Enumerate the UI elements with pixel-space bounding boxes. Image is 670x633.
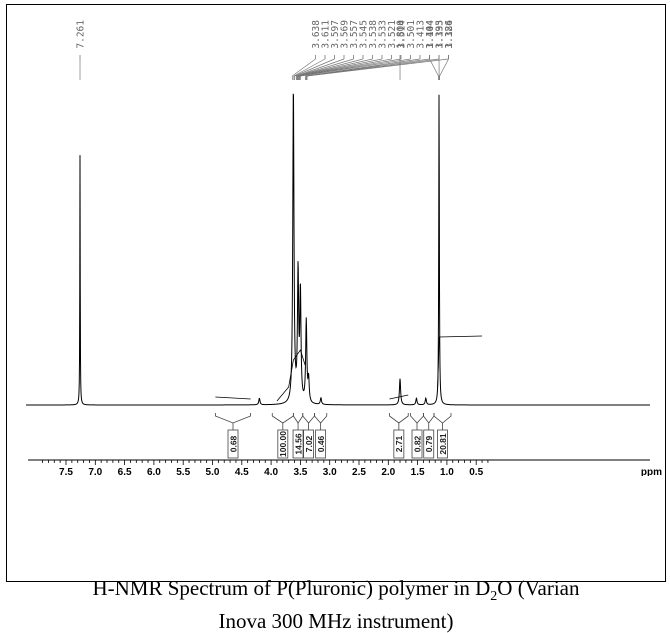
integral-value: 2.71: [394, 435, 404, 452]
integral-value: 7.02: [304, 435, 314, 452]
x-tick-label: 5.5: [176, 467, 190, 476]
integral-value: 0.68: [228, 435, 238, 452]
peak-label: 1.800: [396, 20, 407, 49]
integral-bracket: [293, 413, 302, 423]
peak-label-connector: [440, 59, 449, 76]
x-tick-label: 0.5: [469, 467, 483, 476]
integral-value: 100.00: [278, 431, 288, 457]
x-tick-label: 5.0: [206, 467, 220, 476]
integral-bracket: [423, 413, 434, 423]
caption-line-2: Inova 300 MHz instrument): [6, 609, 666, 633]
caption-line-1-text: H-NMR Spectrum of P(Pluronic) polymer in…: [92, 576, 490, 600]
peak-label-connectors: [80, 55, 449, 80]
integral-value: 20.81: [438, 433, 448, 455]
x-tick-label: 6.0: [147, 467, 161, 476]
x-tick-label: 7.5: [59, 467, 73, 476]
x-tick-label: 2.5: [352, 467, 366, 476]
peak-label-connector: [300, 59, 410, 76]
integral-bracket: [314, 413, 326, 423]
caption-subscript: 2: [490, 589, 497, 604]
integral-bracket: [411, 413, 424, 423]
spectrum-trace: [26, 94, 650, 405]
integral-bracket: [272, 413, 293, 423]
x-tick-label: 3.0: [323, 467, 337, 476]
x-tick-label: 7.0: [88, 467, 102, 476]
caption-line-1: H-NMR Spectrum of P(Pluronic) polymer in…: [6, 576, 666, 609]
integral-value: 0.79: [424, 435, 434, 452]
peak-label: 1.124: [444, 20, 455, 49]
integral-bracket: [434, 413, 451, 423]
integral-value: 0.82: [412, 435, 422, 452]
x-tick-label: 4.5: [235, 467, 249, 476]
integral-trace: [215, 336, 482, 401]
peak-label: 7.261: [76, 20, 87, 49]
x-axis-unit: ppm: [641, 467, 662, 476]
integral-value: 14.56: [293, 433, 303, 455]
x-tick-label: 3.5: [293, 467, 307, 476]
integral-bracket: [389, 413, 408, 423]
x-tick-label: 4.0: [264, 467, 278, 476]
x-tick-label: 1.5: [411, 467, 425, 476]
peak-label-connector: [430, 59, 439, 76]
x-tick-label: 6.5: [118, 467, 132, 476]
integral-bracket: [303, 413, 315, 423]
figure-caption: H-NMR Spectrum of P(Pluronic) polymer in…: [6, 576, 666, 633]
caption-line-1-tail: O (Varian: [497, 576, 579, 600]
x-tick-label: 1.0: [440, 467, 454, 476]
integral-value: 0.46: [316, 435, 326, 452]
x-axis: 7.5 7.0 6.5 6.0 5.5 5.0 4.5 4.0 3.5 3.0 2.5 2.0 1.5 1…: [28, 460, 662, 476]
x-tick-label: 2.0: [381, 467, 395, 476]
integral-bracket: [215, 413, 250, 423]
